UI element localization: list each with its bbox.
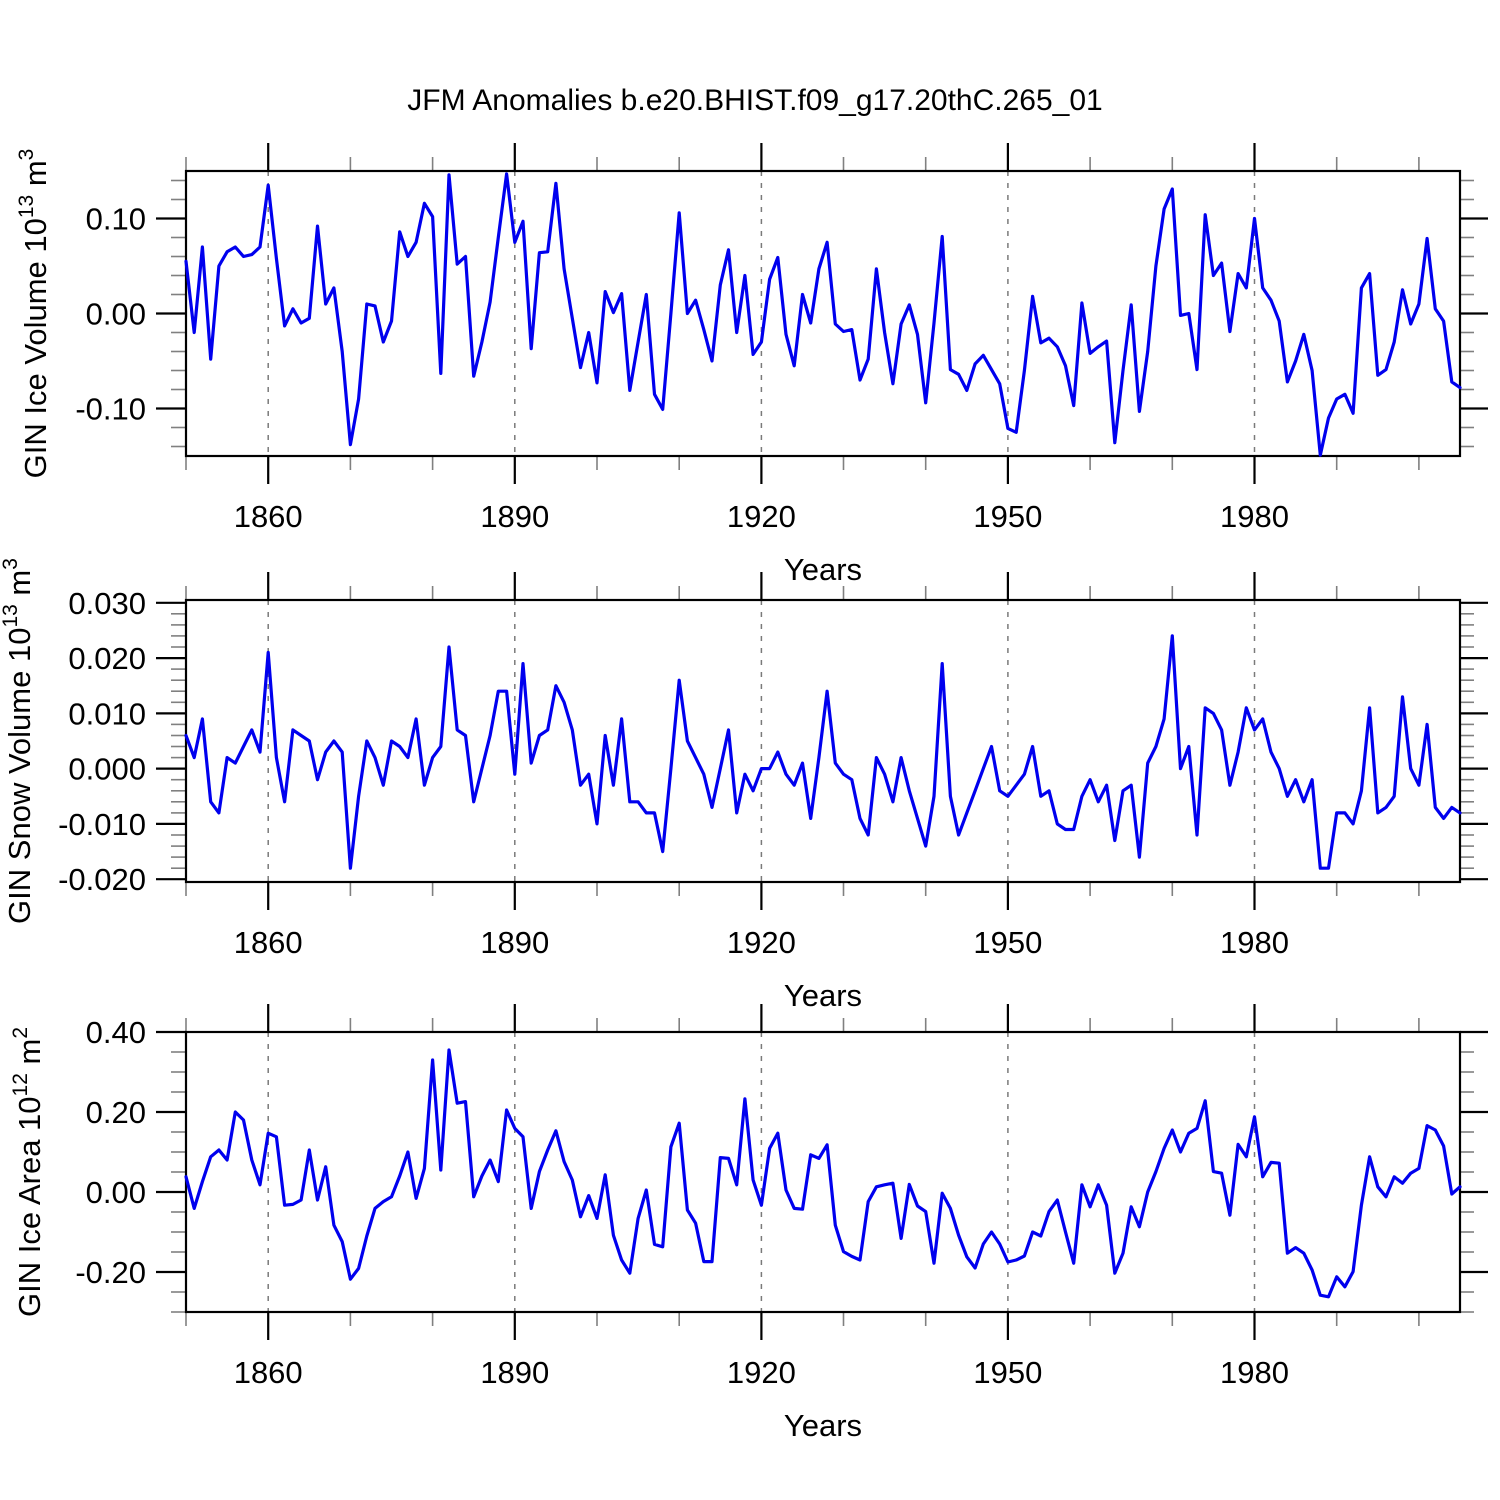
plot-border [184,169,1462,458]
y-tick-label: 0.20 [86,1095,146,1130]
y-tick-label: 0.030 [68,586,146,621]
x-tick-label: 1980 [1220,925,1289,960]
x-tick-label: 1950 [973,1355,1042,1390]
x-tick-label: 1890 [480,499,549,534]
series-line-gin-ice-area [184,1048,1462,1299]
y-tick-label: 0.10 [86,202,146,237]
x-tick-label: 1980 [1220,499,1289,534]
panel-gin-snow-volume: 0.030 0.020 0.010 0.000 -0.010 -0.020 1860 1890… [0,558,1488,1013]
y-tick-label: 0.40 [86,1015,146,1050]
series-line-gin-ice-volume [184,172,1462,457]
chart-title: JFM Anomalies b.e20.BHIST.f09_g17.20thC.… [407,84,1103,117]
plot-border [184,1030,1462,1314]
y-tick-label: -0.020 [58,862,146,897]
x-tick-label: 1920 [727,499,796,534]
x-tick-label: 1890 [480,925,549,960]
x-tick-label: 1920 [727,1355,796,1390]
x-tick-label: 1860 [234,1355,303,1390]
y-tick-label: 0.000 [68,752,146,787]
plot-border [184,598,1462,884]
x-tick-label: 1860 [234,925,303,960]
x-tick-label: 1890 [480,1355,549,1390]
x-tick-label: 1950 [973,499,1042,534]
x-axis-title: Years [784,978,862,1013]
y-axis-title: GIN Ice Volume 1013 m3 [15,149,53,479]
series-line-gin-snow-volume [184,634,1462,870]
x-tick-label: 1980 [1220,1355,1289,1390]
x-axis-title: Years [784,1408,862,1443]
y-tick-label: 0.00 [86,1175,146,1210]
y-tick-label: -0.010 [58,807,146,842]
y-tick-label: -0.10 [75,392,146,427]
panel-gin-ice-volume: 0.10 0.00 -0.10 1860 1890 1920 1950 1980 Years GI… [15,143,1488,587]
y-axis-title: GIN Snow Volume 1013 m3 [0,558,37,924]
x-axis-title: Years [784,552,862,587]
x-tick-label: 1860 [234,499,303,534]
x-tick-label: 1950 [973,925,1042,960]
y-tick-label: 0.010 [68,696,146,731]
x-tick-label: 1920 [727,925,796,960]
y-tick-label: 0.020 [68,641,146,676]
y-axis-title: GIN Ice Area 1012 m2 [9,1027,47,1317]
y-tick-label: -0.20 [75,1255,146,1290]
panel-gin-ice-area: 0.40 0.20 0.00 -0.20 1860 1890 1920 1950 1980 Yea… [9,1004,1488,1443]
y-tick-label: 0.00 [86,297,146,332]
